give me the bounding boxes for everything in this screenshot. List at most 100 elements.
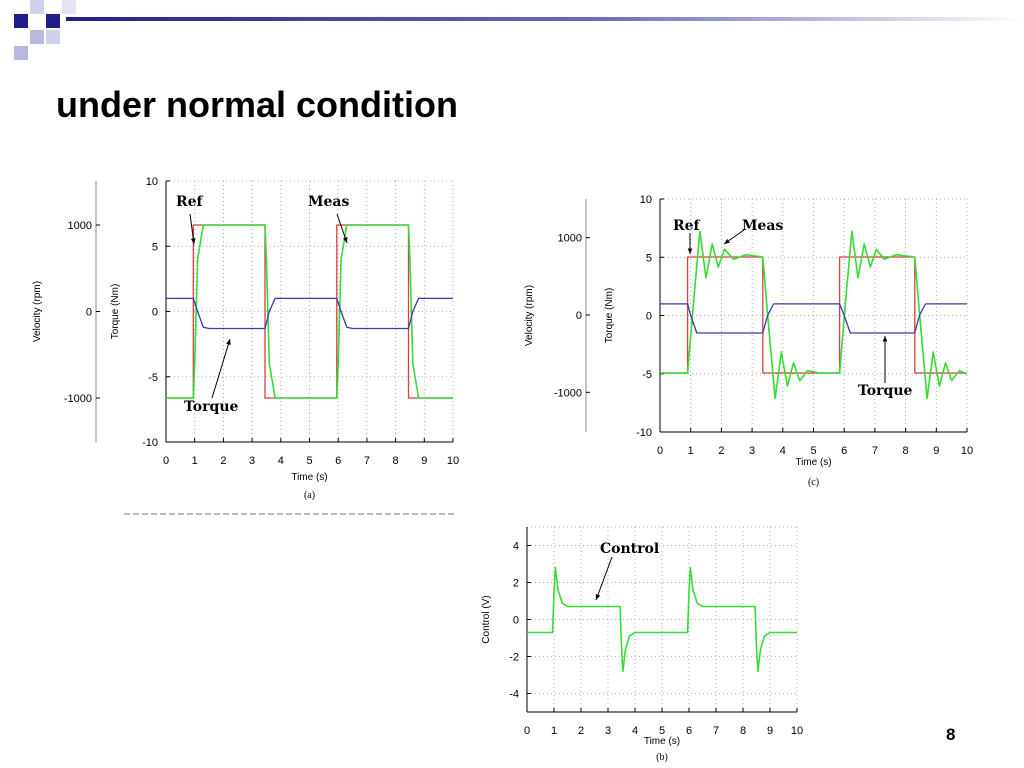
slide-decoration bbox=[14, 0, 1024, 60]
annotation-label: Torque bbox=[184, 399, 238, 415]
x-axis-label: Time (s) bbox=[644, 736, 680, 747]
x-tick-label: 8 bbox=[393, 455, 399, 467]
x-tick-label: 7 bbox=[364, 455, 370, 467]
top-bar-line bbox=[66, 17, 1024, 21]
series-torque-line bbox=[660, 303, 967, 334]
x-tick-label: 5 bbox=[810, 445, 816, 457]
annotation-label: Meas bbox=[742, 218, 783, 234]
annotation-arrowhead bbox=[595, 594, 601, 600]
x-tick-label: 0 bbox=[163, 455, 169, 467]
page-number: 8 bbox=[946, 725, 956, 744]
y-tick-label: 0 bbox=[513, 615, 519, 627]
y-tick-label: 10 bbox=[640, 194, 652, 206]
x-tick-label: 9 bbox=[767, 725, 773, 737]
deco-square bbox=[46, 14, 60, 28]
deco-square bbox=[46, 30, 60, 44]
x-tick-label: 2 bbox=[718, 445, 724, 457]
x-tick-label: 1 bbox=[192, 455, 198, 467]
x-tick-label: 3 bbox=[749, 445, 755, 457]
x-tick-label: 5 bbox=[306, 455, 312, 467]
x-tick-label: 10 bbox=[447, 455, 459, 467]
x-tick-label: 3 bbox=[605, 725, 611, 737]
deco-square bbox=[30, 0, 44, 14]
chart-caption: (a) bbox=[304, 490, 315, 501]
annotation-label: Torque bbox=[858, 383, 912, 399]
annotation-arrow bbox=[211, 338, 231, 399]
velocity-axis-label: Velocity (rpm) bbox=[32, 281, 43, 342]
x-tick-label: 8 bbox=[740, 725, 746, 737]
velocity-tick-label: -1000 bbox=[554, 387, 582, 399]
slide-title: under normal condition bbox=[56, 84, 458, 125]
deco-square bbox=[62, 0, 76, 14]
chart-caption: (c) bbox=[808, 477, 819, 488]
y-tick-label: 10 bbox=[146, 176, 158, 188]
y-tick-label: -4 bbox=[509, 689, 519, 701]
torque-axis-label: Torque (Nm) bbox=[110, 284, 121, 340]
velocity-axis-label: Velocity (rpm) bbox=[524, 285, 535, 346]
y-tick-label: 0 bbox=[152, 307, 158, 319]
y-tick-label: -10 bbox=[636, 427, 652, 439]
velocity-tick-label: 1000 bbox=[558, 233, 582, 245]
annotation-arrow bbox=[595, 556, 613, 601]
y-tick-label: -5 bbox=[642, 369, 652, 381]
velocity-tick-label: 0 bbox=[86, 307, 92, 319]
x-tick-label: 4 bbox=[632, 725, 638, 737]
annotation-label: Meas bbox=[308, 194, 349, 210]
series-meas-line bbox=[166, 224, 453, 399]
x-tick-label: 6 bbox=[841, 445, 847, 457]
annotation-label: Control bbox=[600, 541, 659, 557]
torque-axis-label: Torque (Nm) bbox=[604, 288, 615, 344]
x-tick-label: 9 bbox=[421, 455, 427, 467]
y-axis-label: Control (V) bbox=[481, 595, 492, 643]
x-tick-label: 7 bbox=[872, 445, 878, 457]
x-tick-label: 4 bbox=[780, 445, 786, 457]
x-tick-label: 8 bbox=[903, 445, 909, 457]
series-ref-line bbox=[660, 256, 967, 374]
x-tick-label: 5 bbox=[659, 725, 665, 737]
y-tick-label: 4 bbox=[513, 541, 519, 553]
x-tick-label: 10 bbox=[791, 725, 803, 737]
annotation-arrowhead bbox=[882, 336, 888, 342]
annotation-label: Ref bbox=[673, 218, 701, 234]
y-tick-label: -10 bbox=[142, 437, 158, 449]
y-tick-label: 0 bbox=[646, 311, 652, 323]
x-tick-label: 6 bbox=[686, 725, 692, 737]
deco-square bbox=[14, 14, 28, 28]
series-meas-line bbox=[660, 230, 968, 400]
y-tick-label: 5 bbox=[646, 252, 652, 264]
y-tick-label: -5 bbox=[148, 372, 158, 384]
y-tick-label: 5 bbox=[152, 241, 158, 253]
x-axis-label: Time (s) bbox=[291, 472, 327, 483]
annotation-arrowhead bbox=[342, 237, 348, 243]
annotation-arrowhead bbox=[687, 248, 693, 254]
x-tick-label: 6 bbox=[335, 455, 341, 467]
y-tick-label: 2 bbox=[513, 578, 519, 590]
x-tick-label: 9 bbox=[933, 445, 939, 457]
deco-square bbox=[14, 46, 28, 60]
x-tick-label: 1 bbox=[551, 725, 557, 737]
velocity-tick-label: 1000 bbox=[68, 220, 92, 232]
chart-caption: (b) bbox=[656, 752, 668, 763]
x-axis-label: Time (s) bbox=[795, 457, 831, 468]
series-torque-line bbox=[166, 297, 453, 330]
x-tick-label: 0 bbox=[657, 445, 663, 457]
deco-square bbox=[30, 30, 44, 44]
annotation-arrowhead bbox=[190, 238, 196, 244]
velocity-tick-label: 0 bbox=[576, 310, 582, 322]
x-tick-label: 4 bbox=[278, 455, 284, 467]
annotation-arrowhead bbox=[226, 339, 231, 345]
x-tick-label: 1 bbox=[688, 445, 694, 457]
y-tick-label: -2 bbox=[509, 652, 519, 664]
x-tick-label: 2 bbox=[220, 455, 226, 467]
velocity-tick-label: -1000 bbox=[64, 393, 92, 405]
x-tick-label: 3 bbox=[249, 455, 255, 467]
x-tick-label: 10 bbox=[961, 445, 973, 457]
series-control-line bbox=[527, 566, 797, 673]
annotation-arrowhead bbox=[724, 238, 730, 244]
annotation-label: Ref bbox=[176, 194, 204, 210]
x-tick-label: 2 bbox=[578, 725, 584, 737]
x-tick-label: 0 bbox=[524, 725, 530, 737]
